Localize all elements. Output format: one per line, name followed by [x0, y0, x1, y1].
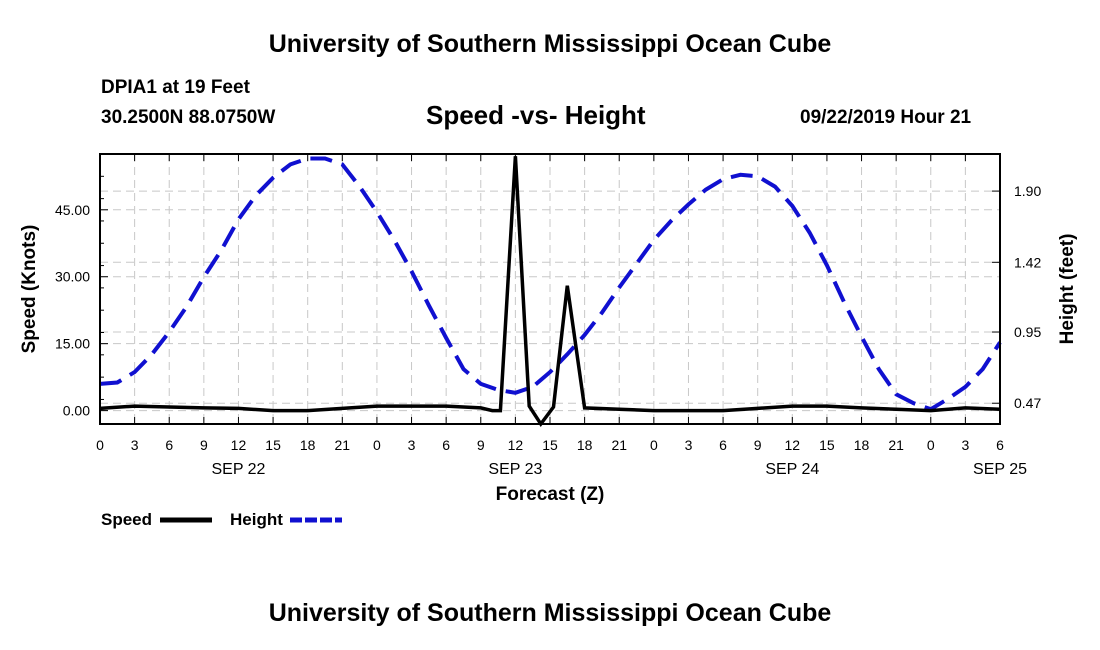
x-axis-label: Forecast (Z): [496, 484, 605, 505]
x-tick-label: 21: [888, 437, 904, 453]
y-left-tick-label: 15.00: [55, 336, 90, 352]
plot-frame: [99, 153, 1001, 425]
x-tick-label: 6: [165, 437, 173, 453]
y-left-tick-label: 45.00: [55, 202, 90, 218]
x-tick-label: 6: [442, 437, 450, 453]
x-tick-label: 21: [335, 437, 351, 453]
x-tick-label: 0: [927, 437, 935, 453]
chart-title: Speed -vs- Height: [426, 100, 646, 130]
x-tick-label: 9: [200, 437, 208, 453]
main-title: University of Southern Mississippi Ocean…: [268, 30, 832, 58]
x-tick-label: 18: [577, 437, 593, 453]
station-label: DPIA1 at 19 Feet: [101, 77, 250, 98]
x-tick-label: 3: [961, 437, 969, 453]
footer-title: University of Southern Mississippi Ocean…: [268, 599, 832, 627]
x-tick-label: 9: [754, 437, 762, 453]
y-tick-labels: 0.00 15.00 30.00 45.00 0.47 0.95 1.42 1.90: [55, 183, 1042, 419]
x-tick-label: 3: [408, 437, 416, 453]
x-tick-label: 3: [685, 437, 693, 453]
date-label: SEP 25: [973, 461, 1027, 478]
y-right-tick-label: 1.90: [1014, 183, 1041, 199]
y-right-tick-label: 0.95: [1014, 324, 1041, 340]
y-left-tick-label: 0.00: [63, 403, 90, 419]
date-labels: SEP 22 SEP 23 SEP 24 SEP 25: [211, 461, 1027, 478]
date-label: SEP 22: [211, 461, 265, 478]
forecast-datetime: 09/22/2019 Hour 21: [800, 107, 972, 128]
y-right-tick-label: 1.42: [1014, 254, 1041, 270]
x-tick-label: 0: [650, 437, 658, 453]
legend-speed-label: Speed: [101, 510, 152, 529]
date-label: SEP 24: [765, 461, 819, 478]
x-tick-label: 18: [300, 437, 316, 453]
coordinates-label: 30.2500N 88.0750W: [101, 107, 276, 128]
x-tick-labels: 0 3 6 9 12 15 18 21 0 3 6 9 12 15 18 21 0 3 6 9 12 15 18 21 0 3 6: [96, 437, 1004, 453]
x-tick-label: 6: [996, 437, 1004, 453]
x-tick-label: 9: [477, 437, 485, 453]
x-tick-label: 15: [265, 437, 281, 453]
legend-height-label: Height: [230, 510, 283, 529]
x-tick-label: 0: [96, 437, 104, 453]
x-tick-label: 15: [542, 437, 558, 453]
x-tick-label: 15: [819, 437, 835, 453]
x-tick-label: 21: [611, 437, 627, 453]
date-label: SEP 23: [488, 461, 542, 478]
y-right-tick-label: 0.47: [1014, 395, 1041, 411]
x-tick-label: 12: [508, 437, 524, 453]
speed-series-line: [99, 156, 1001, 428]
y-axis-left-label: Speed (Knots): [19, 225, 40, 354]
grid-lines: [100, 154, 1000, 424]
x-tick-label: 18: [854, 437, 870, 453]
x-tick-label: 3: [131, 437, 139, 453]
legend: Speed Height: [101, 510, 342, 529]
x-tick-label: 12: [785, 437, 801, 453]
x-tick-label: 12: [231, 437, 247, 453]
x-tick-label: 6: [719, 437, 727, 453]
y-left-tick-label: 30.00: [55, 269, 90, 285]
x-tick-label: 0: [373, 437, 381, 453]
height-series-line: [99, 156, 1002, 412]
y-axis-right-label: Height (feet): [1057, 234, 1078, 345]
